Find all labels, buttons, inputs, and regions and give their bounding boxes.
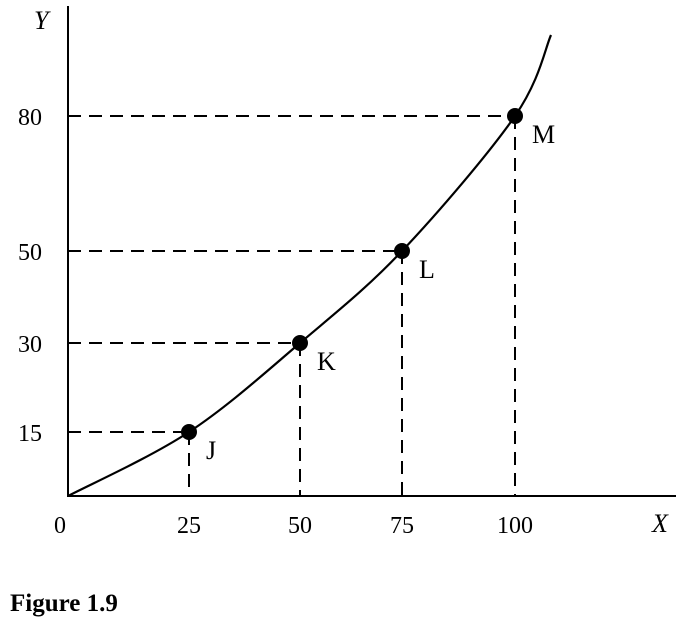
y-tick-label: 80 <box>18 105 42 131</box>
y-tick-label: 15 <box>18 421 42 447</box>
point-k <box>292 335 308 351</box>
x-tick-label: 100 <box>497 513 533 539</box>
point-label-k: K <box>317 347 336 376</box>
point-l <box>394 243 410 259</box>
x-tick-label: 25 <box>177 513 201 539</box>
y-tick-label: 50 <box>18 240 42 266</box>
point-m <box>507 108 523 124</box>
data-points: J K L M <box>181 108 555 465</box>
point-j <box>181 424 197 440</box>
point-label-j: J <box>206 436 216 465</box>
y-axis-label: Y <box>34 6 51 35</box>
x-tick-label: 50 <box>288 513 312 539</box>
dashed-guides <box>68 115 516 496</box>
figure-caption: Figure 1.9 <box>10 590 118 617</box>
curve-line <box>67 34 553 497</box>
point-label-l: L <box>419 255 435 284</box>
x-tick-label: 75 <box>390 513 414 539</box>
origin-label: 0 <box>54 513 66 539</box>
tick-labels: 25 50 75 100 15 30 50 80 <box>18 105 533 539</box>
y-tick-label: 30 <box>18 332 42 358</box>
point-label-m: M <box>532 120 555 149</box>
x-axis-label: X <box>651 509 669 538</box>
